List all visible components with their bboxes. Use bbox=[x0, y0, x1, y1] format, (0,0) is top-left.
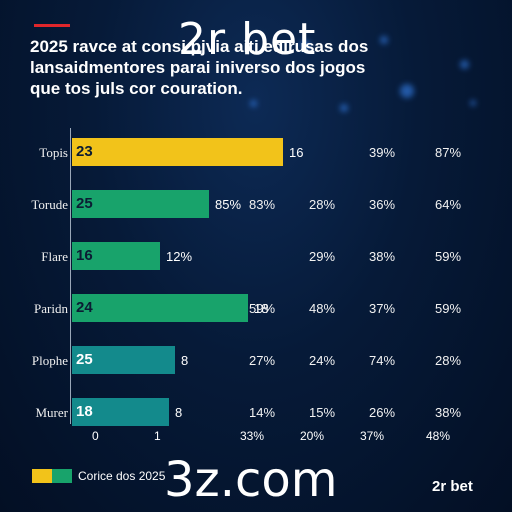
brand-logo-corner: 2r bet bbox=[432, 478, 473, 495]
bottom-row-cell: 33% bbox=[239, 429, 265, 443]
title-line: lansaidmentores parai iniverso dos jogos bbox=[30, 58, 366, 77]
chart-title: 2025 ravce at consi pjvia aiti edirusas … bbox=[30, 36, 450, 99]
category-label: Paridn bbox=[34, 301, 68, 316]
light-glow bbox=[470, 100, 476, 106]
title-line: 2025 ravce at consi pjvia aiti edirusas … bbox=[30, 37, 369, 56]
title-line: que tos juls cor couration. bbox=[30, 79, 243, 98]
light-glow bbox=[250, 100, 257, 107]
y-axis-line bbox=[70, 128, 71, 424]
table-cell: 37% bbox=[368, 301, 396, 316]
light-glow bbox=[460, 60, 469, 69]
legend-color-green bbox=[52, 469, 72, 483]
bottom-row-cell: 48% bbox=[425, 429, 451, 443]
legend-label: Corice dos 2025 bbox=[78, 469, 166, 483]
table-cell: 15% bbox=[308, 405, 336, 420]
table-cell: 59% bbox=[248, 301, 276, 316]
table-cell: 24% bbox=[308, 353, 336, 368]
table-cell: 28% bbox=[308, 197, 336, 212]
legend-swatch bbox=[32, 469, 72, 483]
table-cell: 27% bbox=[248, 353, 276, 368]
light-glow bbox=[400, 84, 414, 98]
x-tick-label: 0 bbox=[92, 429, 99, 443]
table-cell: 29% bbox=[308, 249, 336, 264]
bar bbox=[72, 398, 169, 426]
bar-value-label: 16 bbox=[76, 247, 93, 264]
bar-value-label: 18 bbox=[76, 403, 93, 420]
category-label: Flare bbox=[41, 249, 68, 264]
after-bar-label: 18 bbox=[254, 301, 269, 316]
table-cell: 59% bbox=[434, 301, 462, 316]
bar-value-label: 24 bbox=[76, 299, 93, 316]
after-bar-label: 8 bbox=[175, 405, 183, 420]
light-glow bbox=[300, 40, 310, 50]
bottom-row-cell: 37% bbox=[359, 429, 385, 443]
bottom-row-cell: 20% bbox=[299, 429, 325, 443]
bar-value-label: 23 bbox=[76, 143, 93, 160]
after-bar-label: 8 bbox=[181, 353, 189, 368]
bar bbox=[72, 294, 248, 322]
brand-watermark-bottom: 3z.com bbox=[164, 452, 338, 508]
after-bar-label: 16 bbox=[289, 145, 304, 160]
category-label: Torude bbox=[31, 197, 68, 212]
table-cell: 26% bbox=[368, 405, 396, 420]
table-cell: 14% bbox=[248, 405, 276, 420]
x-tick-label: 1 bbox=[154, 429, 161, 443]
bar bbox=[72, 346, 175, 374]
bar-value-label: 25 bbox=[76, 351, 93, 368]
table-cell: 39% bbox=[368, 145, 396, 160]
table-cell: 38% bbox=[434, 405, 462, 420]
table-cell: 28% bbox=[434, 353, 462, 368]
light-glow bbox=[340, 104, 348, 112]
category-label: Plophe bbox=[31, 353, 68, 368]
table-cell: 48% bbox=[308, 301, 336, 316]
bar bbox=[72, 138, 283, 166]
table-cell: 59% bbox=[434, 249, 462, 264]
table-cell: 36% bbox=[368, 197, 396, 212]
bar bbox=[72, 190, 209, 218]
bar bbox=[72, 242, 160, 270]
after-bar-label: 12% bbox=[166, 249, 193, 264]
light-glow bbox=[380, 36, 388, 44]
bar-value-label: 25 bbox=[76, 195, 93, 212]
legend-color-yellow bbox=[32, 469, 52, 483]
accent-line bbox=[34, 24, 70, 27]
table-cell: 87% bbox=[434, 145, 462, 160]
table-cell: 74% bbox=[368, 353, 396, 368]
table-cell: 83% bbox=[248, 197, 276, 212]
category-label: Topis bbox=[39, 145, 68, 160]
brand-watermark-top: 2r bet bbox=[178, 14, 317, 65]
category-label: Murer bbox=[35, 405, 69, 420]
table-cell: 38% bbox=[368, 249, 396, 264]
after-bar-label: 85% bbox=[215, 197, 242, 212]
table-cell: 64% bbox=[434, 197, 462, 212]
